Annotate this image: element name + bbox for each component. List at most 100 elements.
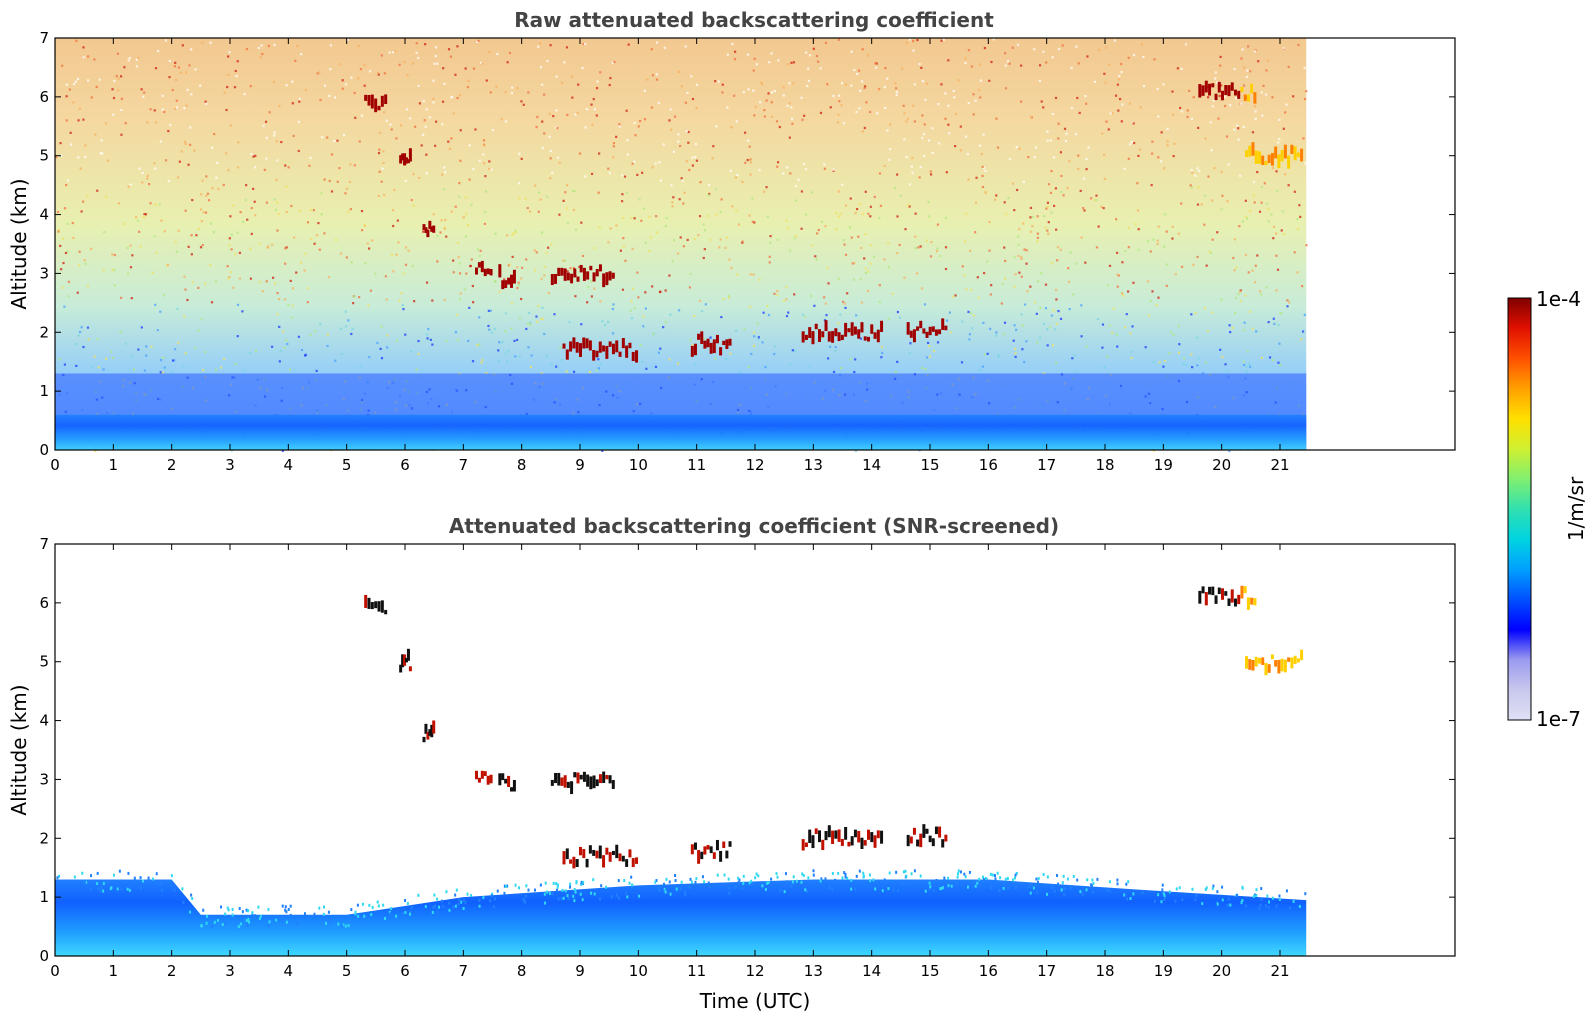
noise-speckle — [298, 100, 301, 103]
cloud-cell — [867, 336, 870, 342]
noise-speckle — [1014, 873, 1017, 877]
noise-speckle — [809, 294, 813, 297]
noise-speckle — [655, 41, 659, 44]
noise-speckle — [1115, 333, 1118, 336]
noise-speckle — [1300, 338, 1303, 341]
noise-speckle — [650, 48, 653, 51]
cloud-cell — [703, 846, 707, 855]
noise-speckle — [525, 258, 528, 261]
y-tick-label: 5 — [39, 653, 49, 671]
noise-speckle — [675, 887, 678, 891]
cloud-cell — [870, 324, 874, 334]
noise-speckle — [753, 335, 756, 338]
noise-speckle — [1100, 205, 1103, 208]
noise-speckle — [442, 904, 445, 908]
noise-speckle — [431, 299, 434, 302]
noise-speckle — [506, 360, 509, 363]
noise-speckle — [520, 157, 523, 160]
noise-speckle — [826, 266, 829, 269]
noise-speckle — [1182, 357, 1186, 360]
noise-speckle — [963, 274, 966, 277]
noise-speckle — [848, 226, 852, 229]
noise-speckle — [626, 153, 629, 156]
noise-speckle — [73, 875, 76, 879]
noise-speckle — [1141, 891, 1144, 895]
noise-speckle — [609, 76, 612, 80]
noise-speckle — [278, 325, 281, 328]
noise-speckle — [243, 369, 246, 372]
noise-speckle — [261, 290, 264, 293]
noise-speckle — [1055, 228, 1058, 231]
noise-speckle — [452, 112, 455, 115]
noise-speckle — [720, 315, 723, 319]
cloud-cell — [1277, 659, 1281, 674]
noise-speckle — [1121, 261, 1124, 264]
noise-speckle — [411, 264, 414, 268]
noise-speckle — [1126, 897, 1129, 901]
noise-speckle — [66, 250, 69, 253]
noise-speckle — [1023, 360, 1026, 364]
noise-speckle — [471, 284, 474, 288]
noise-speckle — [537, 304, 540, 307]
noise-speckle — [1268, 900, 1271, 904]
noise-speckle — [1174, 273, 1177, 276]
noise-speckle — [972, 93, 975, 96]
noise-speckle — [1128, 143, 1132, 146]
noise-speckle — [1262, 84, 1265, 87]
noise-speckle — [1124, 249, 1127, 253]
cloud-cell — [906, 322, 910, 335]
noise-speckle — [621, 174, 624, 177]
noise-speckle — [957, 869, 960, 873]
cloud-cell — [572, 856, 576, 869]
cloud-cell — [850, 322, 854, 336]
noise-speckle — [903, 112, 906, 115]
noise-speckle — [1006, 60, 1010, 63]
noise-speckle — [929, 173, 933, 176]
noise-speckle — [428, 116, 431, 119]
noise-speckle — [1015, 145, 1018, 149]
noise-speckle — [617, 879, 620, 883]
noise-speckle — [722, 297, 725, 301]
noise-speckle — [827, 282, 830, 285]
noise-speckle — [569, 882, 572, 886]
noise-speckle — [535, 125, 538, 129]
cloud-cell — [1208, 83, 1212, 96]
noise-speckle — [195, 234, 198, 237]
noise-speckle — [1042, 106, 1045, 109]
noise-speckle — [715, 188, 718, 191]
noise-speckle — [72, 101, 75, 104]
cloud-cell — [1257, 657, 1261, 664]
noise-speckle — [318, 906, 321, 910]
noise-speckle — [677, 133, 680, 136]
noise-speckle — [228, 276, 231, 279]
noise-speckle — [788, 136, 791, 139]
noise-speckle — [887, 887, 890, 891]
noise-speckle — [212, 231, 216, 234]
noise-speckle — [1200, 203, 1203, 206]
noise-speckle — [1085, 345, 1088, 348]
noise-speckle — [543, 274, 546, 277]
noise-speckle — [952, 89, 955, 93]
noise-speckle — [636, 271, 639, 274]
noise-speckle — [870, 244, 873, 247]
cloud-cell — [1198, 84, 1202, 98]
noise-speckle — [785, 286, 788, 289]
noise-speckle — [411, 62, 415, 65]
noise-speckle — [577, 83, 580, 86]
noise-speckle — [550, 363, 553, 366]
noise-speckle — [64, 251, 68, 255]
noise-speckle — [945, 171, 948, 174]
noise-speckle — [688, 885, 691, 889]
noise-speckle — [1116, 345, 1119, 348]
noise-speckle — [637, 296, 640, 299]
noise-speckle — [925, 82, 929, 85]
noise-speckle — [621, 288, 625, 291]
noise-speckle — [1271, 96, 1274, 99]
noise-speckle — [555, 109, 558, 112]
noise-speckle — [1255, 888, 1258, 892]
noise-speckle — [944, 117, 947, 120]
noise-speckle — [1180, 202, 1183, 205]
noise-speckle — [336, 180, 339, 183]
noise-speckle — [947, 123, 950, 126]
noise-speckle — [936, 223, 940, 226]
